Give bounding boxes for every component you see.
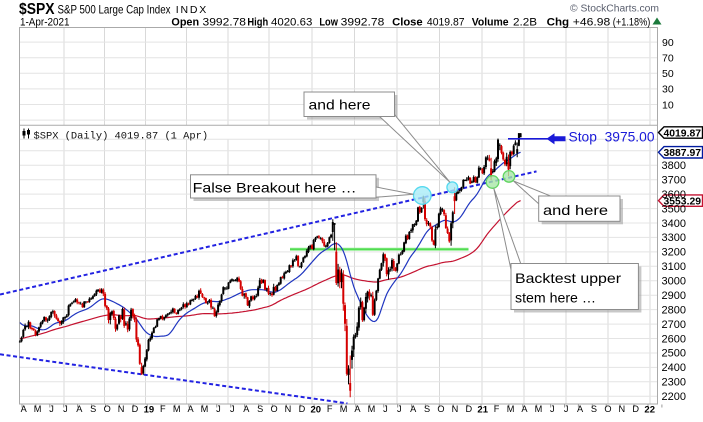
svg-text:O: O	[271, 404, 278, 414]
svg-text:M: M	[507, 404, 515, 414]
svg-text:N: N	[285, 404, 292, 414]
svg-text:19: 19	[144, 405, 155, 416]
svg-text:3600: 3600	[662, 189, 686, 201]
svg-text:D: D	[132, 404, 139, 414]
svg-text:90: 90	[662, 37, 674, 49]
svg-text:M: M	[34, 404, 42, 414]
svg-text:D: D	[465, 404, 472, 414]
svg-text:S: S	[424, 404, 430, 414]
svg-text:3553.29: 3553.29	[664, 195, 702, 207]
svg-text:A: A	[410, 404, 417, 414]
svg-text:M: M	[201, 404, 209, 414]
svg-text:3200: 3200	[662, 247, 686, 259]
svg-text:3500: 3500	[662, 203, 686, 215]
svg-text:M: M	[340, 404, 348, 414]
svg-text:J: J	[550, 404, 555, 414]
svg-text:D: D	[632, 404, 639, 414]
svg-text:3992.78: 3992.78	[203, 17, 247, 29]
svg-text:21: 21	[477, 405, 488, 416]
svg-text:2500: 2500	[662, 348, 686, 360]
svg-text:2700: 2700	[662, 319, 686, 331]
svg-text:O: O	[104, 404, 111, 414]
svg-text:2200: 2200	[662, 391, 686, 403]
svg-text:A: A	[21, 404, 28, 414]
svg-text:A: A	[521, 404, 528, 414]
svg-text:F: F	[327, 404, 333, 414]
svg-text:Open: Open	[171, 17, 199, 29]
svg-text:A: A	[188, 404, 195, 414]
svg-text:O: O	[437, 404, 444, 414]
svg-text:J: J	[397, 404, 402, 414]
svg-text:2900: 2900	[662, 290, 686, 302]
svg-text:50: 50	[662, 68, 674, 80]
svg-text:3300: 3300	[662, 232, 686, 244]
svg-text:D: D	[299, 404, 306, 414]
svg-text:22: 22	[644, 405, 655, 416]
svg-text:Backtest upper: Backtest upper	[515, 270, 621, 286]
svg-text:4019.87: 4019.87	[427, 17, 465, 29]
svg-text:4019.87: 4019.87	[664, 127, 702, 139]
svg-text:and here: and here	[309, 96, 371, 112]
svg-text:+46.98: +46.98	[573, 17, 610, 29]
svg-text:A: A	[354, 404, 361, 414]
svg-text:J: J	[49, 404, 54, 414]
svg-text:S: S	[90, 404, 96, 414]
svg-text:4020.63: 4020.63	[271, 17, 312, 29]
svg-text:Stop 3975.00: Stop 3975.00	[569, 130, 655, 145]
svg-text:N: N	[452, 404, 459, 414]
svg-text:A: A	[76, 404, 83, 414]
svg-text:3000: 3000	[662, 276, 686, 288]
svg-text:3800: 3800	[662, 160, 686, 172]
svg-text:J: J	[216, 404, 221, 414]
svg-text:False Breakout here …: False Breakout here …	[193, 179, 357, 195]
svg-text:1-Apr-2021: 1-Apr-2021	[20, 17, 70, 29]
svg-text:2300: 2300	[662, 377, 686, 389]
svg-text:Low: Low	[319, 17, 338, 29]
svg-text:F: F	[160, 404, 166, 414]
svg-text:J: J	[383, 404, 388, 414]
svg-text:3700: 3700	[662, 174, 686, 186]
svg-text:2400: 2400	[662, 362, 686, 374]
svg-text:N: N	[618, 404, 625, 414]
svg-text:A: A	[243, 404, 250, 414]
svg-text:3887.97: 3887.97	[664, 147, 702, 159]
svg-text:S&P 500 Large Cap Index: S&P 500 Large Cap Index	[58, 3, 171, 17]
svg-text:M: M	[368, 404, 376, 414]
svg-text:High: High	[247, 17, 268, 29]
svg-text:N: N	[118, 404, 125, 414]
svg-text:J: J	[63, 404, 68, 414]
svg-text:$SPX (Daily) 4019.87 (1 Apr): $SPX (Daily) 4019.87 (1 Apr)	[34, 131, 209, 143]
svg-text:S: S	[257, 404, 263, 414]
svg-text:M: M	[173, 404, 181, 414]
svg-text:© StockCharts.com: © StockCharts.com	[570, 4, 659, 15]
svg-text:INDX: INDX	[176, 4, 207, 16]
svg-text:3992.78: 3992.78	[341, 17, 385, 29]
svg-text:S: S	[591, 404, 597, 414]
svg-text:stem here …: stem here …	[515, 290, 596, 306]
svg-text:O: O	[604, 404, 611, 414]
svg-text:10: 10	[662, 99, 674, 111]
svg-text:F: F	[494, 404, 500, 414]
svg-text:3400: 3400	[662, 218, 686, 230]
svg-text:3100: 3100	[662, 261, 686, 273]
svg-text:J: J	[230, 404, 235, 414]
svg-text:$SPX: $SPX	[19, 1, 55, 18]
svg-text:2.2B: 2.2B	[513, 17, 537, 29]
svg-text:20: 20	[311, 405, 322, 416]
svg-text:2600: 2600	[662, 333, 686, 345]
svg-text:70: 70	[662, 53, 674, 65]
svg-text:Close: Close	[392, 17, 423, 29]
svg-text:Chg: Chg	[547, 17, 570, 29]
svg-text:M: M	[535, 404, 543, 414]
svg-text:and here: and here	[543, 202, 608, 218]
svg-text:30: 30	[662, 84, 674, 96]
svg-text:A: A	[577, 404, 584, 414]
svg-text:J: J	[564, 404, 569, 414]
svg-text:2800: 2800	[662, 304, 686, 316]
svg-text:(+1.18%): (+1.18%)	[613, 17, 651, 29]
svg-text:Volume: Volume	[472, 17, 509, 29]
